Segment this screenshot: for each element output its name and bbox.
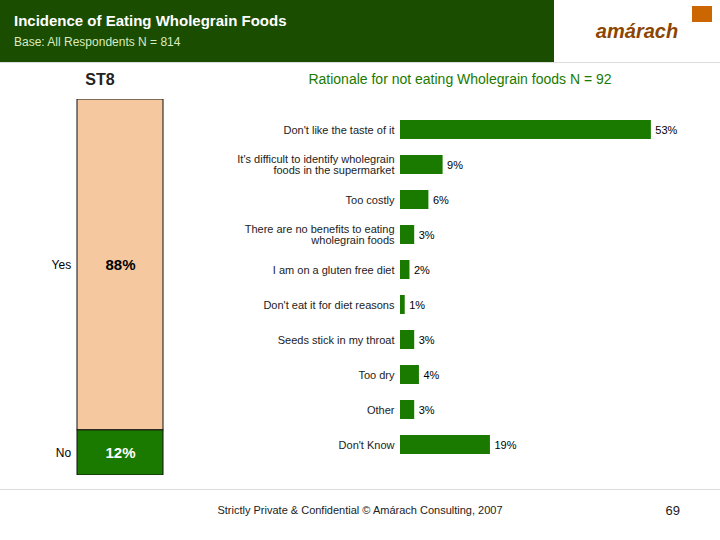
html-text:Base: All Respondents N = 814: Base: All Respondents N = 814: [14, 35, 181, 49]
svg-text:19%: 19%: [494, 439, 516, 451]
svg-text:Don't Know: Don't Know: [339, 439, 395, 451]
svg-text:Other: Other: [367, 404, 395, 416]
svg-text:88%: 88%: [105, 256, 135, 273]
html-text:Incidence of Eating Wholegrain: Incidence of Eating Wholegrain Foods: [14, 12, 287, 29]
svg-text:Don't eat it for diet reasons: Don't eat it for diet reasons: [263, 299, 395, 311]
svg-text:Yes: Yes: [52, 258, 72, 272]
svg-text:It's difficult to identify who: It's difficult to identify wholegrainfoo…: [237, 153, 394, 176]
svg-text:9%: 9%: [447, 159, 463, 171]
svg-text:3%: 3%: [419, 334, 435, 346]
svg-text:Too costly: Too costly: [346, 194, 395, 206]
svg-text:53%: 53%: [655, 124, 677, 136]
html-text:ST8: ST8: [85, 71, 115, 88]
svg-text:Too dry: Too dry: [358, 369, 395, 381]
svg-text:Seeds stick in my throat: Seeds stick in my throat: [278, 334, 395, 346]
svg-text:3%: 3%: [419, 229, 435, 241]
svg-text:6%: 6%: [433, 194, 449, 206]
svg-text:1%: 1%: [409, 299, 425, 311]
svg-text:4%: 4%: [423, 369, 439, 381]
svg-text:I am on a gluten free diet: I am on a gluten free diet: [273, 264, 395, 276]
html-text:amárach: amárach: [595, 19, 679, 42]
svg-text:No: No: [56, 446, 72, 460]
svg-text:3%: 3%: [419, 404, 435, 416]
svg-text:Don't like the taste of it: Don't like the taste of it: [284, 124, 395, 136]
svg-text:2%: 2%: [414, 264, 430, 276]
html-text:Rationale for not eating Whole: Rationale for not eating Wholegrain food…: [308, 71, 612, 87]
svg-text:12%: 12%: [105, 444, 135, 461]
svg-text:There are no benefits to eatin: There are no benefits to eatingwholegrai…: [245, 223, 395, 246]
html-text:69: 69: [665, 502, 680, 518]
html-text:Strictly Private & Confidentia: Strictly Private & Confidential © Amárac…: [217, 504, 503, 516]
